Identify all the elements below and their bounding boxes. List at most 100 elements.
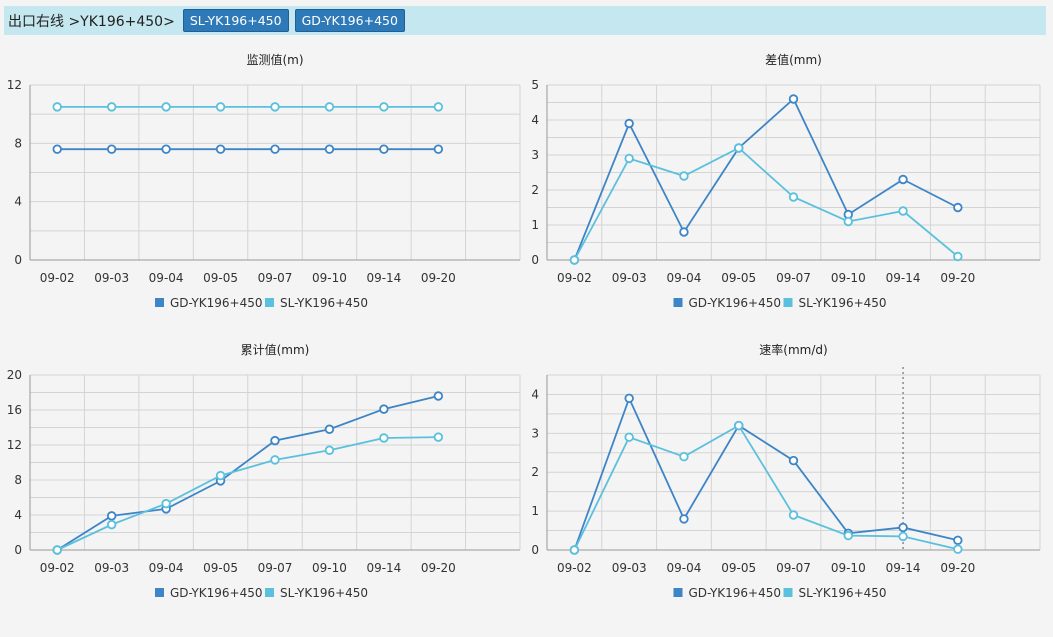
- data-point-gd[interactable]: [270, 435, 280, 446]
- chart-title: 速率(mm/d): [759, 342, 827, 357]
- tab-sl-point[interactable]: SL-YK196+450: [182, 9, 289, 32]
- chart-title: 差值(mm): [765, 52, 822, 67]
- y-tick-label: 1: [531, 218, 539, 232]
- y-tick-label: 0: [14, 543, 22, 557]
- legend-swatch: [265, 588, 274, 597]
- legend-label: GD-YK196+450: [170, 296, 263, 310]
- data-point-sl[interactable]: [215, 470, 226, 481]
- data-point-sl[interactable]: [734, 143, 744, 153]
- x-tick-label: 09-10: [831, 271, 866, 285]
- series-line-sl: [573, 146, 959, 261]
- data-point-sl[interactable]: [379, 102, 389, 112]
- data-point-gd[interactable]: [433, 391, 444, 401]
- legend-item-sl[interactable]: SL-YK196+450: [783, 296, 887, 310]
- data-point-sl[interactable]: [106, 519, 117, 530]
- data-point-sl[interactable]: [379, 433, 389, 443]
- y-tick-label: 2: [531, 465, 539, 479]
- legend-item-gd[interactable]: GD-YK196+450: [673, 296, 782, 310]
- x-tick-label: 09-20: [421, 561, 456, 575]
- data-point-sl[interactable]: [324, 102, 335, 112]
- data-point-gd[interactable]: [106, 511, 117, 521]
- data-point-sl[interactable]: [788, 510, 799, 520]
- x-tick-label: 09-20: [421, 271, 456, 285]
- legend-item-gd[interactable]: GD-YK196+450: [155, 296, 263, 310]
- data-point-sl[interactable]: [215, 102, 226, 112]
- data-point-gd[interactable]: [215, 144, 226, 154]
- data-point-sl[interactable]: [679, 451, 689, 462]
- data-point-sl[interactable]: [270, 455, 280, 465]
- data-point-gd[interactable]: [324, 144, 335, 154]
- data-point-gd[interactable]: [161, 144, 171, 154]
- data-point-sl[interactable]: [843, 216, 853, 227]
- data-point-sl[interactable]: [898, 206, 908, 216]
- data-point-gd[interactable]: [52, 144, 62, 154]
- data-point-sl[interactable]: [788, 192, 799, 202]
- data-point-gd[interactable]: [788, 455, 799, 466]
- legend-label: GD-YK196+450: [689, 586, 782, 600]
- data-point-sl[interactable]: [569, 545, 580, 555]
- tab-gd-point[interactable]: GD-YK196+450: [294, 9, 405, 32]
- data-point-sl[interactable]: [843, 530, 853, 541]
- x-tick-label: 09-10: [831, 561, 866, 575]
- data-point-sl[interactable]: [161, 498, 171, 509]
- legend-item-sl[interactable]: SL-YK196+450: [265, 586, 368, 600]
- data-point-gd[interactable]: [624, 393, 634, 404]
- x-tick-label: 09-04: [667, 271, 702, 285]
- x-tick-label: 09-07: [258, 561, 293, 575]
- chart-panel-3: 累计值(mm) 0 4 8 12 16 20 09-02 09-03 09-04 09-05 09-0…: [7, 342, 521, 600]
- data-point-sl[interactable]: [953, 544, 963, 554]
- data-point-gd[interactable]: [379, 144, 389, 154]
- chart-title: 累计值(mm): [241, 342, 310, 357]
- data-point-sl[interactable]: [679, 171, 689, 181]
- legend-item-sl[interactable]: SL-YK196+450: [265, 296, 368, 310]
- x-tick-label: 09-14: [366, 271, 401, 285]
- data-point-sl[interactable]: [52, 102, 62, 112]
- data-point-sl[interactable]: [734, 420, 744, 431]
- data-point-sl[interactable]: [433, 432, 444, 442]
- data-point-gd[interactable]: [270, 144, 280, 154]
- data-point-gd[interactable]: [106, 144, 117, 154]
- y-tick-label: 0: [531, 543, 539, 557]
- data-point-sl[interactable]: [52, 545, 62, 555]
- legend-item-gd[interactable]: GD-YK196+450: [673, 586, 782, 600]
- data-point-sl[interactable]: [106, 102, 117, 112]
- data-point-gd[interactable]: [624, 118, 634, 129]
- data-point-sl[interactable]: [624, 432, 634, 442]
- x-tick-label: 09-05: [721, 271, 756, 285]
- legend-swatch: [265, 298, 274, 307]
- data-point-gd[interactable]: [953, 535, 963, 545]
- data-point-sl[interactable]: [569, 255, 580, 265]
- y-tick-label: 0: [531, 253, 539, 267]
- data-point-gd[interactable]: [679, 227, 689, 237]
- data-point-sl[interactable]: [324, 445, 335, 455]
- data-point-gd[interactable]: [898, 174, 908, 185]
- x-tick-label: 09-03: [612, 271, 647, 285]
- chart-panel-2: 差值(mm) 0 1 2 3 4 5 09-02 09-03 09-04 09-05 09-07 09-…: [531, 52, 1041, 310]
- y-tick-label: 12: [7, 438, 22, 452]
- data-point-gd[interactable]: [679, 514, 689, 524]
- data-point-gd[interactable]: [433, 144, 444, 154]
- series-line-sl: [573, 424, 959, 551]
- data-point-gd[interactable]: [379, 404, 389, 414]
- data-point-gd[interactable]: [953, 202, 963, 213]
- x-tick-label: 09-14: [366, 561, 401, 575]
- data-point-sl[interactable]: [161, 102, 171, 112]
- x-tick-label: 09-20: [940, 561, 975, 575]
- data-point-sl[interactable]: [270, 102, 280, 112]
- data-point-sl[interactable]: [624, 153, 634, 164]
- y-tick-label: 0: [14, 253, 22, 267]
- y-tick-label: 2: [531, 183, 539, 197]
- data-point-gd[interactable]: [898, 522, 908, 533]
- x-tick-label: 09-10: [312, 561, 347, 575]
- data-point-sl[interactable]: [433, 102, 444, 112]
- legend-item-gd[interactable]: GD-YK196+450: [155, 586, 263, 600]
- legend-item-sl[interactable]: SL-YK196+450: [783, 586, 887, 600]
- data-point-gd[interactable]: [324, 424, 335, 434]
- series-line-sl: [56, 436, 439, 551]
- data-point-sl[interactable]: [953, 251, 963, 262]
- data-point-sl[interactable]: [898, 531, 908, 542]
- x-tick-label: 09-04: [149, 561, 184, 575]
- data-point-gd[interactable]: [788, 94, 799, 104]
- chart-panel-4: 速率(mm/d) 0 1 2 3 4 09-02 09-03 09-04 09-05 09-07 09…: [531, 342, 1041, 600]
- chart-title: 监测值(m): [246, 52, 303, 67]
